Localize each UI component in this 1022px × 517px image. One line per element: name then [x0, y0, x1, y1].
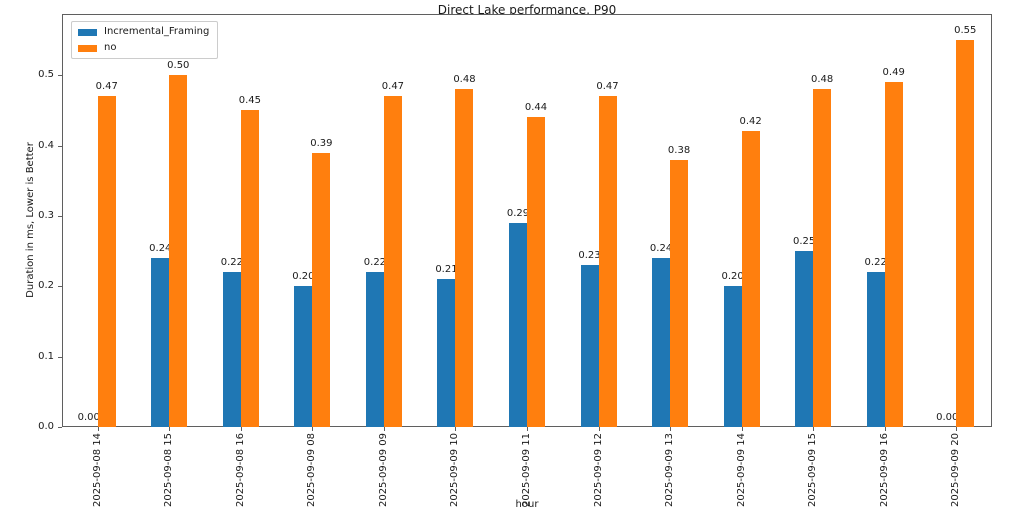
y-tick-mark: [58, 427, 62, 428]
x-tick-mark: [813, 427, 815, 431]
y-tick-label: 0.4: [38, 139, 54, 151]
bar-incremental-framing: [151, 258, 170, 427]
bar-value-label: 0.20: [292, 271, 315, 283]
x-tick-label: 2025-09-09 16: [878, 433, 890, 508]
x-tick-label: 2025-09-09 20: [950, 433, 962, 508]
bar-value-label: 0.25: [793, 236, 816, 248]
bar-incremental-framing: [365, 272, 384, 427]
x-tick-mark: [527, 427, 528, 431]
bar-value-label: 0.20: [721, 271, 744, 283]
bar-value-label: 0.21: [435, 264, 458, 276]
y-tick-mark: [58, 286, 62, 288]
bar-value-label: 0.24: [149, 243, 172, 255]
bar-value-label: 0.39: [310, 137, 333, 149]
bar-no: [741, 131, 760, 427]
bar-incremental-framing: [652, 258, 671, 427]
y-tick-label: 0.3: [38, 209, 54, 221]
bar-no: [97, 96, 116, 427]
bar-incremental-framing: [580, 265, 599, 427]
bar-incremental-framing: [294, 286, 313, 427]
y-tick-label: 0.5: [38, 69, 54, 81]
x-tick-label: 2025-09-09 15: [807, 433, 819, 508]
x-tick-label: 2025-09-09 11: [521, 433, 532, 508]
x-tick-label: 2025-09-09 13: [664, 433, 676, 508]
x-tick-label: 2025-09-09 12: [592, 433, 604, 508]
legend-label-no: no: [104, 42, 117, 53]
x-tick-mark: [956, 427, 958, 431]
x-tick-mark: [598, 427, 600, 431]
legend-swatch-incremental-framing-icon: [78, 28, 97, 36]
legend-item-incremental-framing: Incremental_Framing: [78, 26, 209, 38]
y-tick-mark: [58, 75, 62, 77]
x-tick-label: 2025-09-09 14: [735, 433, 747, 508]
y-tick-mark: [58, 215, 62, 217]
bar-value-label: 0.50: [167, 60, 190, 72]
bar-value-label: 0.00: [936, 412, 959, 423]
x-tick-mark: [455, 427, 457, 431]
bar-value-label: 0.22: [363, 257, 387, 269]
y-tick-mark: [58, 145, 62, 147]
x-tick-mark: [169, 427, 171, 431]
bar-value-label: 0.29: [506, 207, 530, 219]
x-tick-label: 2025-09-09 08: [306, 433, 318, 508]
bar-incremental-framing: [723, 286, 742, 427]
bar-value-label: 0.55: [954, 25, 977, 37]
bar-incremental-framing: [509, 222, 527, 427]
bar-no: [956, 40, 975, 427]
x-tick-mark: [383, 427, 385, 431]
bar-no: [527, 117, 545, 427]
x-tick-mark: [97, 427, 99, 431]
bar-incremental-framing: [437, 279, 456, 427]
x-tick-mark: [741, 427, 743, 431]
bar-value-label: 0.45: [238, 95, 261, 107]
legend-item-no: no: [78, 42, 209, 54]
bar-incremental-framing: [866, 272, 885, 427]
y-tick-mark: [58, 356, 62, 358]
bar-value-label: 0.22: [220, 257, 243, 269]
y-tick-label: 0.0: [38, 421, 54, 432]
legend: Incremental_Framing no: [71, 21, 219, 59]
bar-value-label: 0.00: [77, 412, 100, 423]
x-tick-label: 2025-09-08 16: [234, 433, 246, 508]
bar-value-label: 0.24: [649, 243, 673, 255]
bar-value-label: 0.47: [596, 81, 619, 93]
x-tick-label: 2025-09-08 14: [91, 433, 103, 508]
bar-incremental-framing: [222, 272, 241, 427]
x-tick-mark: [670, 427, 672, 431]
chart-title: Direct Lake performance, P90: [437, 3, 617, 17]
bar-no: [240, 110, 259, 427]
x-axis-label: hour: [515, 499, 539, 510]
bar-value-label: 0.47: [95, 81, 118, 93]
bar-incremental-framing: [795, 251, 814, 427]
x-tick-label: 2025-09-08 15: [163, 433, 175, 508]
bar-value-label: 0.42: [739, 116, 762, 128]
bar-no: [884, 82, 903, 427]
x-tick-label: 2025-09-09 09: [377, 433, 389, 508]
bar-no: [670, 159, 689, 427]
legend-label-incremental-framing: Incremental_Framing: [104, 26, 210, 37]
bar-no: [813, 89, 832, 427]
bar-value-label: 0.44: [524, 102, 548, 114]
x-tick-mark: [312, 427, 314, 431]
bar-value-label: 0.48: [811, 74, 834, 86]
bar-value-label: 0.23: [578, 250, 601, 262]
bar-no: [169, 75, 188, 427]
bar-no: [312, 152, 331, 427]
bar-value-label: 0.22: [864, 257, 887, 269]
x-tick-mark: [240, 427, 242, 431]
y-tick-label: 0.2: [38, 280, 54, 292]
legend-swatch-no-icon: [78, 44, 97, 52]
bar-no: [383, 96, 402, 427]
x-tick-label: 2025-09-09 10: [449, 433, 461, 508]
bar-value-label: 0.47: [381, 81, 405, 93]
bar-value-label: 0.48: [453, 74, 476, 86]
bar-value-label: 0.38: [667, 144, 691, 156]
y-tick-label: 0.1: [38, 350, 54, 362]
x-tick-mark: [884, 427, 886, 431]
bar-no: [598, 96, 617, 427]
bar-value-label: 0.49: [882, 67, 905, 79]
bar-no: [455, 89, 474, 427]
